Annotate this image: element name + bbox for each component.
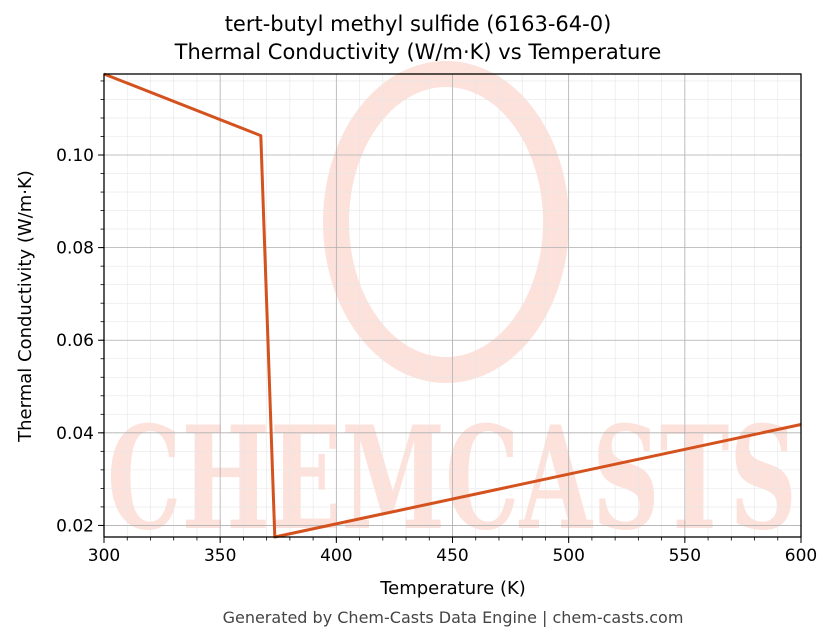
chart-title-line-2: Thermal Conductivity (W/m·K) vs Temperat… xyxy=(174,40,662,64)
x-tick-label: 500 xyxy=(552,546,584,566)
y-tick-label: 0.04 xyxy=(56,424,94,444)
x-tick-label: 400 xyxy=(320,546,352,566)
x-tick-label: 350 xyxy=(204,546,236,566)
x-tick-label: 450 xyxy=(436,546,468,566)
axis-ticks xyxy=(98,80,802,543)
chemcasts-watermark: CHEMCASTS xyxy=(107,61,797,562)
x-tick-label: 600 xyxy=(785,546,817,566)
x-axis-label: Temperature (K) xyxy=(379,578,526,599)
y-tick-label: 0.08 xyxy=(56,239,94,259)
y-tick-label: 0.06 xyxy=(56,331,94,351)
axis-tick-labels: 300 350 400 450 500 550 600 0.02 0.04 0.06 0.08 0.1… xyxy=(56,146,817,566)
watermark-logo-ring xyxy=(323,61,569,383)
series-line xyxy=(103,72,802,539)
x-tick-label: 300 xyxy=(88,546,120,566)
footer-credit: Generated by Chem-Casts Data Engine | ch… xyxy=(222,608,684,627)
y-axis-label: Thermal Conductivity (W/m·K) xyxy=(15,170,36,443)
y-tick-label: 0.10 xyxy=(56,146,94,166)
watermark-text: CHEMCASTS xyxy=(107,396,797,562)
chart-title-line-1: tert-butyl methyl sulfide (6163-64-0) xyxy=(224,12,612,36)
y-tick-label: 0.02 xyxy=(56,516,94,536)
x-tick-label: 550 xyxy=(669,546,701,566)
